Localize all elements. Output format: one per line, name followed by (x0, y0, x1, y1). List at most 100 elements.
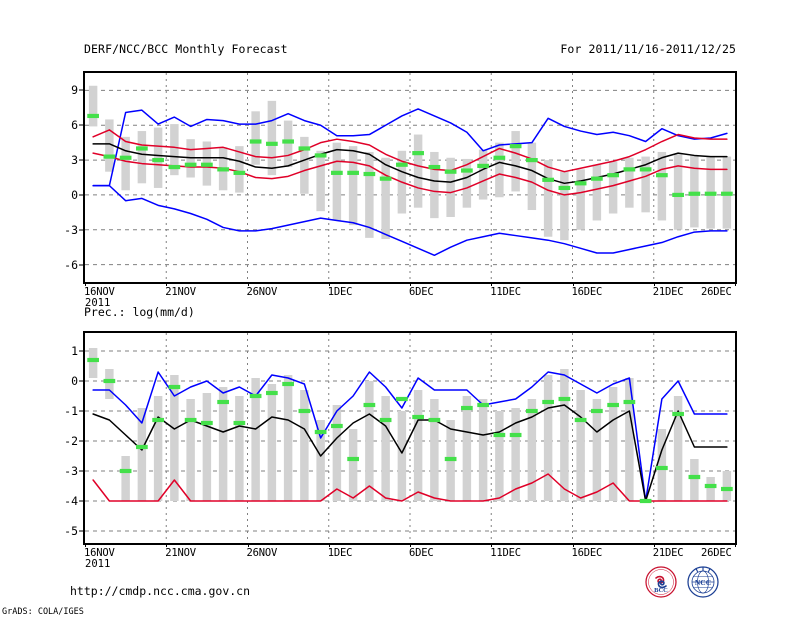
y-axis-tick-label: -4 (64, 494, 78, 508)
y-axis-tick-mark (79, 380, 84, 382)
precipitation-caption: Prec.: log(mm/d) (84, 305, 195, 319)
page-title: DERF/NCC/BCC Monthly Forecast (84, 42, 288, 56)
x-axis-tick-label: 21DEC (652, 547, 684, 559)
y-axis-tick-label: 6 (71, 118, 78, 133)
website-url[interactable]: http://cmdp.ncc.cma.gov.cn (70, 584, 251, 598)
ncc-logo: NCC (687, 566, 719, 598)
ensemble-spread-bar (105, 369, 114, 399)
ensemble-median-marker (574, 417, 587, 423)
ensemble-spread-bar (153, 396, 163, 501)
ensemble-spread-bar (576, 169, 585, 230)
ensemble-spread-bar (690, 155, 699, 228)
ensemble-spread-bar (365, 151, 374, 238)
ensemble-spread-bar (365, 381, 374, 501)
y-axis-tick-mark (79, 194, 84, 196)
series-max (92, 108, 728, 187)
ensemble-spread-bar (137, 408, 147, 501)
ensemble-median-marker (704, 483, 717, 489)
ensemble-spread-bar (430, 151, 439, 219)
ensemble-spread-bar (332, 142, 342, 221)
x-axis-tick-mark (85, 282, 86, 286)
ensemble-median-marker (396, 162, 408, 167)
ensemble-spread-bar (722, 471, 732, 501)
ensemble-median-marker (184, 417, 197, 423)
ensemble-spread-bar (105, 119, 114, 172)
x-axis-tick-mark (247, 543, 249, 547)
ensemble-median-marker (688, 191, 701, 196)
ensemble-median-marker (412, 151, 424, 156)
y-axis-tick-mark (79, 350, 84, 352)
x-axis-year-label: 2011 (85, 297, 111, 309)
ensemble-median-marker (87, 357, 99, 363)
ensemble-spread-bar (462, 158, 472, 208)
y-axis-tick-mark (79, 410, 84, 412)
ensemble-spread-bar (560, 369, 569, 501)
ensemble-spread-bar (657, 429, 667, 501)
y-axis-tick-mark (79, 264, 84, 266)
y-axis-tick-label: -1 (64, 404, 78, 418)
ensemble-median-marker (249, 139, 262, 144)
x-axis-tick-label: 6DEC (409, 547, 434, 559)
ensemble-median-marker (607, 402, 619, 408)
ensemble-median-marker (721, 486, 733, 492)
ensemble-median-marker (282, 139, 294, 144)
bcc-logo: BCC (645, 566, 677, 598)
x-axis-tick-mark (247, 282, 249, 286)
ensemble-median-marker (574, 181, 587, 186)
series-lower-quartile (92, 152, 728, 196)
x-axis-tick-mark (572, 282, 574, 286)
ensemble-median-marker (412, 414, 424, 420)
ensemble-spread-bar (397, 411, 407, 501)
series-mean (92, 143, 728, 185)
ensemble-median-marker (639, 498, 652, 504)
ensemble-median-marker (509, 144, 522, 149)
x-axis-tick-label: 11DEC (490, 286, 521, 298)
series-min (92, 184, 728, 257)
ensemble-spread-bar (625, 157, 634, 208)
ensemble-spread-bar (673, 154, 683, 230)
series-max (92, 371, 728, 502)
x-axis-tick-label: 26NOV (246, 286, 278, 298)
ensemble-median-marker (103, 378, 116, 384)
y-axis-tick-mark (79, 470, 84, 472)
ensemble-spread-bar (592, 164, 602, 221)
precipitation-chart: 1 0 -1 -2 -3 -4 -5 16NOV 21NOV 26NOV 1DEC 6DEC 11DEC… (64, 331, 737, 570)
ensemble-median-marker (119, 468, 132, 474)
ensemble-median-marker (558, 185, 571, 191)
ensemble-spread-bar (495, 411, 504, 501)
ensemble-spread-bar (592, 399, 602, 501)
x-axis-tick-label: 16DEC (571, 547, 603, 559)
ensemble-spread-bar (381, 157, 390, 240)
ensemble-spread-bar (218, 387, 228, 501)
y-axis-tick-mark (79, 124, 84, 126)
ensemble-spread-bar (413, 134, 423, 208)
ensemble-median-marker (607, 173, 619, 178)
ensemble-median-marker (656, 173, 668, 178)
x-axis-tick-mark (410, 282, 411, 286)
ensemble-median-marker (152, 417, 164, 423)
ensemble-median-marker (526, 408, 538, 414)
ensemble-spread-bar (137, 131, 147, 184)
svg-text:NCC: NCC (695, 578, 711, 587)
x-axis-tick-mark (166, 543, 168, 547)
ensemble-spread-bar (543, 160, 553, 237)
ensemble-median-marker (639, 167, 652, 172)
ensemble-median-marker (119, 155, 132, 160)
x-axis-tick-label: 1DEC (327, 286, 353, 298)
ensemble-median-marker (444, 169, 457, 174)
x-axis-tick-mark (491, 282, 493, 286)
x-axis-tick-label: 21NOV (165, 286, 196, 298)
ensemble-median-marker (347, 170, 359, 175)
x-axis-tick-mark (491, 543, 493, 547)
ensemble-median-marker (656, 465, 668, 471)
ensemble-median-marker (509, 432, 522, 438)
ensemble-median-marker (444, 456, 457, 462)
y-axis-tick-mark (79, 159, 84, 161)
ensemble-median-marker (201, 420, 213, 426)
y-axis-tick-label: -5 (64, 524, 78, 538)
x-axis-tick-mark (328, 282, 330, 286)
ensemble-median-marker (266, 141, 278, 146)
y-axis-tick-label: -6 (64, 257, 78, 272)
x-axis-tick-mark (328, 543, 330, 547)
ensemble-median-marker (688, 474, 701, 480)
